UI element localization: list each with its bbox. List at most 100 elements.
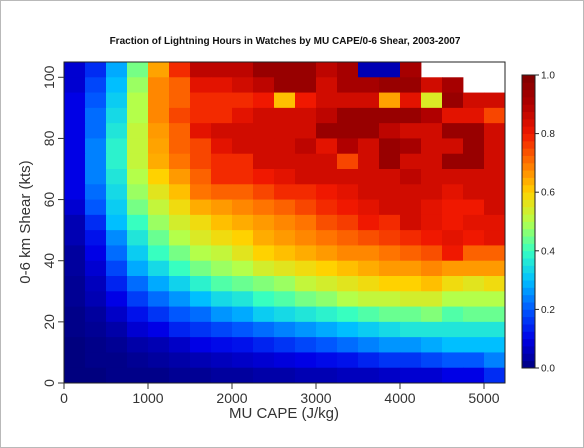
heatmap-cell bbox=[316, 306, 338, 323]
heatmap-cell bbox=[421, 337, 443, 353]
heatmap-cell bbox=[421, 92, 443, 109]
heatmap-cell bbox=[190, 337, 212, 353]
x-tick-label: 4000 bbox=[384, 390, 415, 406]
heatmap-cell bbox=[232, 321, 254, 338]
heatmap-cell bbox=[127, 214, 149, 231]
heatmap-cell bbox=[169, 230, 191, 246]
heatmap-cell bbox=[274, 153, 296, 170]
heatmap-cell bbox=[316, 77, 338, 93]
heatmap-cell bbox=[274, 276, 296, 292]
heatmap-cell bbox=[190, 123, 212, 139]
heatmap-cell bbox=[295, 214, 317, 231]
heatmap-cell bbox=[106, 184, 128, 200]
heatmap-cell bbox=[211, 291, 233, 307]
heatmap-cell bbox=[274, 169, 296, 185]
heatmap-cell bbox=[85, 184, 107, 200]
heatmap-cell bbox=[358, 291, 380, 307]
heatmap-cell bbox=[64, 337, 86, 353]
x-tick-label: 2000 bbox=[216, 390, 247, 406]
heatmap-cell bbox=[316, 214, 338, 231]
heatmap-cell bbox=[190, 77, 212, 93]
heatmap-cell bbox=[232, 276, 254, 292]
heatmap-cell bbox=[85, 77, 107, 93]
heatmap-cell bbox=[421, 184, 443, 200]
heatmap-cell bbox=[421, 230, 443, 246]
heatmap-cell bbox=[463, 184, 485, 200]
heatmap-cell bbox=[190, 291, 212, 307]
heatmap-cell bbox=[64, 123, 86, 139]
heatmap-cell bbox=[148, 107, 170, 124]
colorbar-swatch bbox=[522, 331, 535, 340]
heatmap-cell bbox=[85, 321, 107, 338]
heatmap-cell bbox=[463, 123, 485, 139]
heatmap-cell bbox=[316, 107, 338, 124]
heatmap-cell bbox=[442, 291, 464, 307]
colorbar-swatch bbox=[522, 177, 535, 186]
heatmap-cell bbox=[337, 62, 359, 78]
heatmap-cell bbox=[64, 306, 86, 323]
x-tick-label: 5000 bbox=[468, 390, 499, 406]
heatmap-cell bbox=[85, 306, 107, 323]
heatmap-cell bbox=[295, 352, 317, 369]
heatmap-cell bbox=[106, 367, 128, 384]
heatmap-cell bbox=[169, 169, 191, 185]
heatmap-cell bbox=[295, 92, 317, 109]
heatmap-cell bbox=[379, 306, 401, 323]
heatmap-cell bbox=[106, 260, 128, 277]
heatmap-cell bbox=[463, 291, 485, 307]
colorbar-border bbox=[521, 74, 536, 369]
heatmap-cell bbox=[211, 367, 233, 384]
heatmap-cell bbox=[127, 321, 149, 338]
heatmap-cell bbox=[295, 62, 317, 78]
heatmap-cell bbox=[64, 77, 86, 93]
heatmap-cell bbox=[337, 321, 359, 338]
heatmap-cell bbox=[232, 77, 254, 93]
colorbar-tick-label: 1.0 bbox=[541, 71, 555, 82]
heatmap-cell bbox=[127, 367, 149, 384]
heatmap-cell bbox=[190, 138, 212, 155]
heatmap-cell bbox=[274, 367, 296, 384]
heatmap-cell bbox=[190, 367, 212, 384]
heatmap-cell bbox=[253, 169, 275, 185]
colorbar-tick-label: 0.0 bbox=[541, 364, 555, 375]
heatmap-cell bbox=[253, 291, 275, 307]
heatmap-cell bbox=[106, 62, 128, 78]
heatmap-cell bbox=[169, 214, 191, 231]
heatmap-cell bbox=[358, 123, 380, 139]
x-tick-label: 1000 bbox=[132, 390, 163, 406]
colorbar-tick-label: 0.8 bbox=[541, 129, 555, 140]
heatmap-cell bbox=[85, 199, 107, 216]
heatmap-cell bbox=[106, 77, 128, 93]
heatmap-cell bbox=[232, 107, 254, 124]
heatmap-cell bbox=[85, 214, 107, 231]
heatmap-cell bbox=[484, 230, 506, 246]
heatmap-cell bbox=[379, 352, 401, 369]
heatmap-cell bbox=[484, 367, 506, 384]
y-tick-label: 100 bbox=[41, 65, 57, 89]
heatmap-cell bbox=[442, 184, 464, 200]
colorbar-swatch bbox=[522, 338, 535, 347]
heatmap-cell bbox=[127, 306, 149, 323]
heatmap-cell bbox=[316, 321, 338, 338]
heatmap-cell bbox=[400, 153, 422, 170]
heatmap-cell bbox=[85, 123, 107, 139]
heatmap-cell bbox=[253, 276, 275, 292]
heatmap-cell bbox=[253, 123, 275, 139]
heatmap-cell bbox=[169, 352, 191, 369]
heatmap-cell bbox=[463, 367, 485, 384]
heatmap-cell bbox=[211, 245, 233, 262]
heatmap-cell bbox=[127, 260, 149, 277]
heatmap-cell bbox=[400, 214, 422, 231]
heatmap-cell bbox=[85, 62, 107, 78]
heatmap-cell bbox=[169, 107, 191, 124]
heatmap-cell bbox=[85, 260, 107, 277]
heatmap-cell bbox=[85, 276, 107, 292]
heatmap-cells bbox=[64, 62, 506, 384]
heatmap-cell bbox=[232, 291, 254, 307]
heatmap-cell bbox=[400, 306, 422, 323]
heatmap-cell bbox=[253, 260, 275, 277]
colorbar-swatch bbox=[522, 324, 535, 332]
heatmap-cell bbox=[316, 276, 338, 292]
heatmap-cell bbox=[232, 169, 254, 185]
colorbar-swatch bbox=[522, 309, 535, 318]
